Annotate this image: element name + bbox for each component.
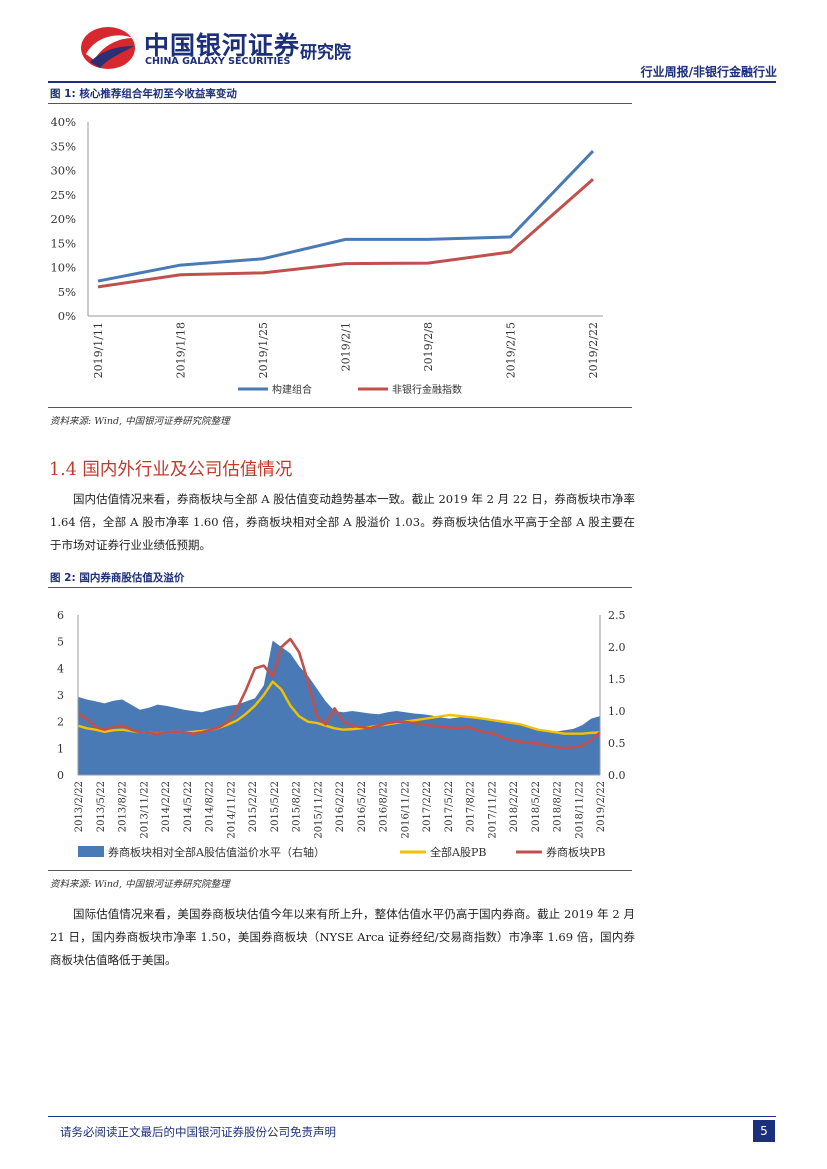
chart1-x-tick-label: 2019/1/25: [257, 322, 270, 378]
chart1-x-tick-label: 2019/2/8: [422, 322, 435, 371]
chart1-y-tick-label: 30%: [50, 164, 76, 178]
chart2-y-left-tick-label: 5: [57, 636, 64, 649]
chart2-x-tick-label: 2018/11/22: [574, 781, 585, 839]
chart2-x-tick-label: 2017/5/22: [444, 781, 455, 832]
chart2-x-tick-label: 2014/8/22: [205, 781, 216, 832]
chart2-x-tick-label: 2015/8/22: [292, 781, 303, 832]
chart2-y-left-tick-label: 1: [57, 742, 64, 755]
chart1-x-tick-label: 2019/1/18: [175, 322, 188, 378]
figure2-chart: 0 1 2 3 4 5 6 0.0 0.5 1.0 1.5 2.0 2.5 2013/2/22 2013/5…: [57, 609, 626, 859]
chart2-y-left-tick-label: 6: [57, 609, 64, 622]
brand-name-cn: 中国银河证券: [144, 31, 301, 60]
figure2-bottom-rule: [48, 870, 632, 871]
footer-disclaimer: 请务必阅读正文最后的中国银河证券股份公司免责声明: [60, 1125, 336, 1139]
chart2-legend-swatch-1: [78, 846, 104, 857]
figure1-chart: 0% 5% 10% 15% 20% 25% 30% 35% 40% 2019/1/11 2019/1…: [50, 115, 603, 396]
chart1-legend-label-2: 非银行金融指数: [392, 383, 462, 396]
chart2-x-tick-label: 2016/11/22: [400, 781, 411, 839]
chart1-y-tick-label: 5%: [58, 285, 76, 299]
chart2-x-tick-label: 2017/8/22: [466, 781, 477, 832]
figure2-top-rule: [48, 587, 632, 588]
chart1-x-tick-label: 2019/1/11: [92, 322, 105, 378]
chart1-y-tick-label: 40%: [50, 115, 76, 129]
chart2-y-right-tick-label: 2.0: [608, 641, 626, 654]
chart2-legend-label-1: 券商板块相对全部A股估值溢价水平（右轴）: [108, 845, 325, 859]
chart2-y-right-tick-label: 1.5: [608, 673, 626, 686]
chart2-premium-area: [78, 640, 600, 775]
chart1-y-tick-label: 25%: [50, 188, 76, 202]
chart1-y-tick-label: 0%: [58, 309, 76, 323]
report-type: 行业周报/非银行金融行业: [640, 65, 777, 79]
chart2-legend-label-3: 券商板块PB: [546, 845, 606, 859]
chart2-x-tick-label: 2016/5/22: [357, 781, 368, 832]
chart2-x-tick-label: 2019/2/22: [596, 781, 607, 832]
chart2-y-right-tick-label: 0.0: [608, 769, 626, 782]
chart2-x-tick-label: 2015/11/22: [313, 781, 324, 839]
footer-divider: [48, 1116, 776, 1117]
figure2-source: 资料来源: Wind, 中国银河证券研究院整理: [50, 879, 230, 890]
chart2-x-tick-label: 2013/2/22: [74, 781, 85, 832]
chart1-x-tick-label: 2019/2/15: [505, 322, 518, 378]
chart2-x-tick-label: 2014/2/22: [161, 781, 172, 832]
chart2-x-tick-label: 2016/2/22: [335, 781, 346, 832]
chart1-series-line-2: [97, 178, 594, 289]
figure1-title: 图 1: 核心推荐组合年初至今收益率变动: [50, 88, 237, 100]
chart1-y-tick-label: 15%: [50, 236, 76, 250]
chart2-x-tick-label: 2015/5/22: [270, 781, 281, 832]
page-number: 5: [753, 1120, 775, 1142]
paragraph-domestic-valuation: 国内估值情况来看，券商板块与全部 A 股估值变动趋势基本一致。截止 2019 年…: [50, 492, 635, 552]
chart2-x-tick-label: 2017/2/22: [422, 781, 433, 832]
chart2-x-tick-label: 2016/8/22: [379, 781, 390, 832]
chart2-y-right-tick-label: 0.5: [608, 737, 626, 750]
figure2-title: 图 2: 国内券商股估值及溢价: [50, 572, 185, 584]
chart1-series-line-1: [97, 150, 595, 283]
figure1-top-rule: [48, 103, 632, 104]
chart2-legend-label-2: 全部A股PB: [430, 845, 486, 859]
figure1-source: 资料来源: Wind, 中国银河证券研究院整理: [50, 416, 230, 427]
chart2-x-tick-label: 2015/2/22: [248, 781, 259, 832]
figure1-bottom-rule: [48, 407, 632, 408]
paragraph-international-valuation: 国际估值情况来看，美国券商板块估值今年以来有所上升，整体估值水平仍高于国内券商。…: [50, 907, 635, 967]
chart2-y-left-tick-label: 3: [57, 689, 64, 702]
chart2-series-line-2: [77, 637, 601, 750]
section-heading: 1.4 国内外行业及公司估值情况: [49, 460, 293, 480]
chart2-x-tick-label: 2013/11/22: [139, 781, 150, 839]
chart1-y-tick-label: 10%: [50, 261, 76, 275]
chart1-x-tick-label: 2019/2/22: [587, 322, 600, 378]
chart2-x-tick-label: 2013/5/22: [96, 781, 107, 832]
chart2-y-right-tick-label: 1.0: [608, 705, 626, 718]
header-divider: [48, 81, 776, 83]
chart1-y-tick-label: 20%: [50, 212, 76, 226]
chart1-legend-label-1: 构建组合: [272, 383, 312, 396]
chart2-x-tick-label: 2013/8/22: [118, 781, 129, 832]
chart2-x-tick-label: 2014/5/22: [183, 781, 194, 832]
chart2-y-left-tick-label: 4: [57, 662, 64, 675]
chart2-x-tick-label: 2018/8/22: [553, 781, 564, 832]
galaxy-logo: [81, 27, 135, 69]
chart2-x-tick-label: 2017/11/22: [487, 781, 498, 839]
chart2-y-left-tick-label: 0: [57, 769, 64, 782]
chart2-y-right-tick-label: 2.5: [608, 609, 626, 622]
chart1-y-tick-label: 35%: [50, 139, 76, 153]
brand-institute: 研究院: [300, 43, 351, 63]
chart1-x-tick-label: 2019/2/1: [340, 322, 353, 371]
chart2-x-tick-label: 2018/2/22: [509, 781, 520, 832]
chart2-x-tick-label: 2018/5/22: [531, 781, 542, 832]
chart2-x-tick-label: 2014/11/22: [226, 781, 237, 839]
brand-name-en: CHINA GALAXY SECURITIES: [145, 56, 291, 67]
chart2-y-left-tick-label: 2: [57, 716, 64, 729]
